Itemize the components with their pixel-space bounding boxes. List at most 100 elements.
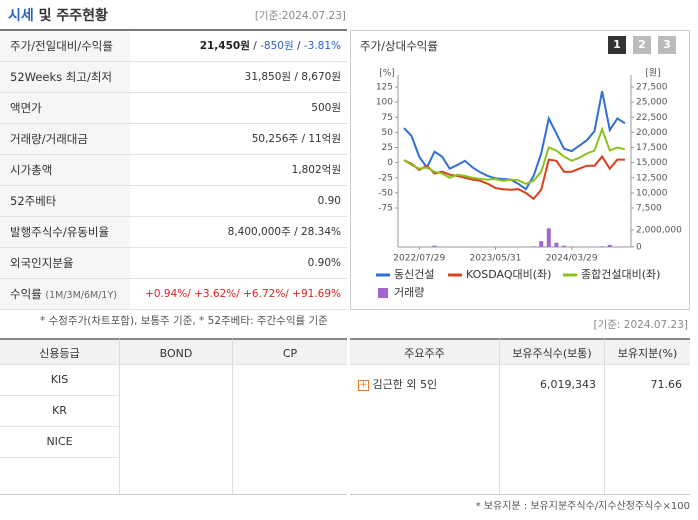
x-tick-label: 2023/05/31: [470, 254, 522, 264]
table-bottom: [350, 494, 690, 495]
header-cell: 보유지분(%): [605, 338, 690, 365]
y3-tick-label: 2,000,000: [636, 226, 682, 236]
volume-bar: [607, 244, 612, 247]
header-cell: 주요주주: [350, 338, 500, 365]
title-part: 시세: [8, 8, 34, 24]
value-part: -850원: [260, 40, 294, 52]
value-part: 0.90%: [307, 257, 341, 269]
row-label: 액면가: [0, 93, 130, 123]
label-text: 52Weeks 최고/최저: [10, 70, 112, 84]
volume-bar: [432, 245, 437, 247]
cell: KR: [0, 396, 120, 427]
section-title: 시세 및 주주현황: [8, 5, 108, 25]
table-bottom: [0, 494, 347, 495]
top-border: [0, 29, 347, 31]
y2-tick-label: 15,000: [636, 158, 668, 168]
label-text: 발행주식수/유동비율: [10, 225, 110, 239]
legend-swatch: [378, 288, 388, 298]
cell: [0, 458, 120, 495]
line-series: [403, 154, 625, 201]
y2-tick-label: 22,500: [636, 113, 668, 123]
header-cell: 보유주식수(보통): [500, 338, 605, 365]
row-label: 외국인지분율: [0, 248, 130, 278]
y-tick-label: 125: [376, 83, 393, 93]
footnote: * 수정주가(차트포함), 보통주 기준, * 52주베타: 주간수익률 기준: [40, 315, 328, 327]
y2-tick-label: 7,500: [636, 204, 662, 214]
title-part: 및 주주현황: [38, 8, 108, 24]
y-tick-label: -50: [378, 188, 393, 198]
volume-bar: [562, 245, 567, 247]
line-series: [403, 126, 626, 185]
cell: NICE: [0, 427, 120, 458]
y-tick-label: -25: [378, 173, 393, 183]
header-cell: 신용등급: [0, 338, 120, 365]
cell: + 김근한 외 5인: [350, 365, 500, 495]
line-series: [403, 91, 626, 191]
value-part: +0.94%/ +3.62%/ +6.72%/ +91.69%: [145, 288, 341, 300]
value-part: 8,400,000주 / 28.34%: [227, 226, 341, 238]
label-note: (1M/3M/6M/1Y): [45, 290, 117, 301]
chart-box: [350, 30, 690, 310]
row-label: 발행주식수/유동비율: [0, 217, 130, 247]
row-value: 8,400,000주 / 28.34%: [228, 217, 341, 247]
table-row: 주가/전일대비/수익률 21,450원 / -850원 / -3.81%: [0, 31, 347, 62]
table-row: 52Weeks 최고/최저 31,850원 / 8,670원: [0, 62, 347, 93]
row-label: 시가총액: [0, 155, 130, 185]
y2-tick-label: 20,000: [636, 128, 668, 138]
label-text: 액면가: [10, 101, 42, 115]
value-part: /: [296, 40, 301, 52]
legend-label: 종합건설대비(좌): [581, 268, 660, 281]
y2-tick-label: 12,500: [636, 173, 668, 183]
y-tick-label: 50: [382, 128, 394, 138]
table-row: 거래량/거래대금 50,256주 / 11억원: [0, 124, 347, 155]
cell: [120, 365, 233, 495]
holder-name: 김근한 외 5인: [372, 378, 438, 391]
tab[interactable]: 3: [658, 36, 676, 54]
chart-title: 주가/상대수익률: [360, 39, 438, 53]
footnote: * 보유지분 : 보유지분주식수/지수산정주식수×100: [475, 501, 690, 512]
label-text: 수익률: [10, 287, 42, 301]
row-value: +0.94%/ +3.62%/ +6.72%/ +91.69%: [145, 279, 341, 309]
y3-tick-label: 0: [636, 243, 642, 253]
volume-bar: [554, 242, 559, 247]
row-label: 수익률 (1M/3M/6M/1Y): [0, 279, 130, 309]
value-part: 50,256주 / 11억원: [251, 133, 341, 145]
cell: 71.66: [605, 365, 690, 495]
volume-bar: [531, 246, 536, 247]
date: [기준: 2024.07.23]: [593, 319, 688, 331]
table-row: 발행주식수/유동비율 8,400,000주 / 28.34%: [0, 217, 347, 248]
label-text: 외국인지분율: [10, 256, 74, 270]
y-tick-label: 100: [376, 98, 393, 108]
tab[interactable]: 1: [608, 36, 626, 54]
row-value: 50,256주 / 11억원: [252, 124, 341, 154]
row-label: 52주베타: [0, 186, 130, 216]
volume-bar: [539, 241, 544, 247]
table-row: 외국인지분율 0.90%: [0, 248, 347, 279]
value-part: 0.90: [317, 195, 341, 207]
row-value: 31,850원 / 8,670원: [245, 62, 341, 92]
y2-tick-label: 10,000: [636, 188, 668, 198]
row-value: 0.90%: [308, 248, 341, 278]
cell: KIS: [0, 365, 120, 396]
y2-axis-label: [원]: [645, 68, 660, 79]
tab[interactable]: 2: [633, 36, 651, 54]
label-text: 52주베타: [10, 194, 57, 208]
value-part: -3.81%: [303, 40, 341, 52]
y2-tick-label: 17,500: [636, 143, 668, 153]
volume-bar: [546, 228, 551, 247]
value-part: /: [253, 40, 257, 52]
table-row: 52주베타 0.90: [0, 186, 347, 217]
value-part: 1,802억원: [291, 164, 341, 176]
y2-tick-label: 25,000: [636, 98, 668, 108]
expand-icon[interactable]: +: [358, 379, 369, 391]
label-text: 주가/전일대비/수익률: [10, 39, 113, 53]
header-cell: BOND: [120, 338, 233, 365]
x-tick-label: 2022/07/29: [393, 254, 445, 264]
y-tick-label: 25: [382, 143, 393, 153]
value-part: 21,450원: [199, 40, 250, 52]
row-label: 52Weeks 최고/최저: [0, 62, 130, 92]
y-axis-label: [%]: [379, 69, 395, 79]
volume-bar: [600, 246, 605, 247]
header-cell: CP: [233, 338, 347, 365]
legend-label: KOSDAQ대비(좌): [466, 268, 551, 281]
